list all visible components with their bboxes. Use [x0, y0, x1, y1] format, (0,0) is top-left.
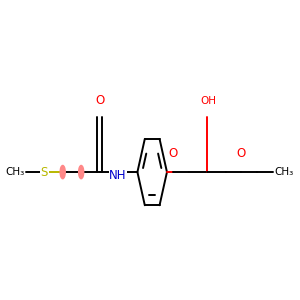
Circle shape [60, 166, 65, 179]
Text: O: O [169, 147, 178, 160]
Text: O: O [95, 94, 104, 107]
Text: O: O [237, 147, 246, 160]
Text: CH₃: CH₃ [274, 167, 293, 177]
Text: S: S [40, 166, 48, 178]
Text: OH: OH [201, 96, 217, 106]
Text: NH: NH [109, 169, 127, 182]
Circle shape [79, 166, 84, 179]
Text: CH₃: CH₃ [5, 167, 24, 177]
